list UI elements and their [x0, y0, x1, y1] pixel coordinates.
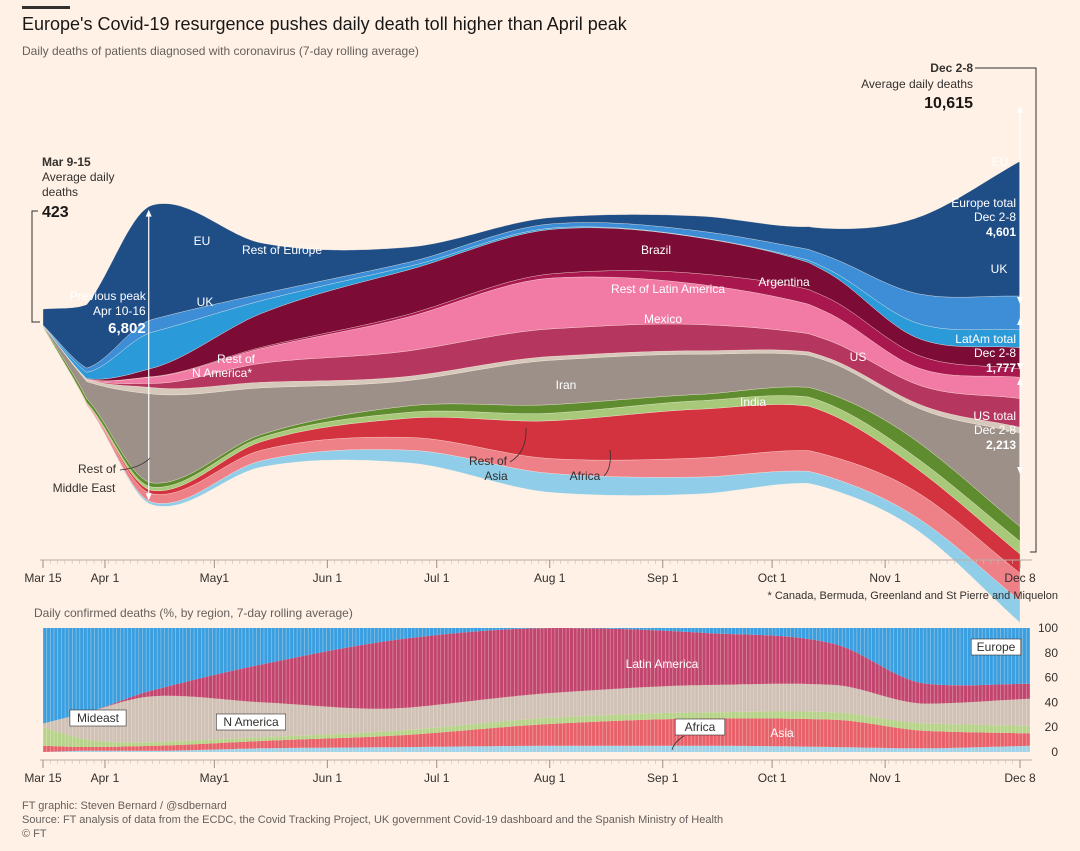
label-us: US [850, 350, 867, 364]
share-band-africa [43, 745, 1030, 752]
label-mideast-box [69, 709, 127, 727]
x-tick-label: Aug 1 [534, 571, 566, 585]
label-eu: EU [992, 155, 1009, 169]
share-band-latin-america [43, 628, 1030, 724]
x-tick-label: Mar 15 [24, 571, 62, 585]
x-tick-label: May1 [200, 571, 230, 585]
label-africa-share: Africa [685, 720, 716, 734]
label-africa: Africa [570, 469, 601, 483]
x-tick-label: Nov 1 [869, 771, 901, 785]
label-rest-asia: Asia [484, 469, 508, 483]
bottom-chart-title: Daily confirmed deaths (%, by region, 7-… [34, 606, 353, 620]
europe-total-label: Dec 2-8 [974, 210, 1016, 224]
x-tick-label: Dec 8 [1004, 571, 1036, 585]
x-tick-label: Jul 1 [424, 771, 450, 785]
bottom-x-axis [40, 759, 1032, 768]
label-rest-asia: Rest of [469, 454, 508, 468]
us-total-label: Dec 2-8 [974, 423, 1016, 437]
x-tick-label: Oct 1 [758, 571, 787, 585]
share-band-asia [43, 718, 1030, 752]
europe-total-label: Europe total [951, 196, 1016, 210]
y-tick-label: 20 [1045, 720, 1059, 734]
x-tick-label: Dec 8 [1004, 771, 1036, 785]
y-tick-label: 80 [1045, 646, 1059, 660]
us-total-label: US total [973, 409, 1016, 423]
label-mexico: Mexico [644, 312, 682, 326]
label-uk: UK [991, 262, 1008, 276]
x-tick-label: Aug 1 [534, 771, 566, 785]
x-tick-label: May1 [200, 771, 230, 785]
latam-total-label: LatAm total [955, 332, 1016, 346]
annotation-dec-label: Average daily deaths [861, 77, 973, 91]
chart-subtitle: Daily deaths of patients diagnosed with … [22, 44, 419, 58]
annotation-mar-label: Average daily [42, 170, 115, 184]
y-tick-label: 0 [1051, 745, 1058, 759]
label-mideast: Mideast [77, 711, 120, 725]
x-tick-label: Oct 1 [758, 771, 787, 785]
x-tick-label: Sep 1 [647, 771, 679, 785]
label-rest-na: Rest of [217, 352, 256, 366]
share-band-europe [43, 628, 1030, 724]
latam-total-label: Dec 2-8 [974, 346, 1016, 360]
x-tick-label: Nov 1 [869, 571, 901, 585]
y-tick-label: 100 [1038, 621, 1058, 635]
label-latam: Latin America [626, 657, 699, 671]
latam-total-value: 1,777 [986, 361, 1016, 375]
share-day-stripes [42, 628, 1031, 752]
x-tick-label: Jul 1 [424, 571, 450, 585]
annotation-peak-value: 6,802 [108, 320, 146, 337]
share-band-n-america [43, 683, 1030, 743]
label-rest-of-europe: Rest of Europe [242, 243, 322, 257]
top-x-axis [40, 559, 1032, 568]
footer-brand: © FT [22, 828, 47, 840]
label-rest-na: N America* [192, 366, 252, 380]
footer-source: Source: FT analysis of data from the ECD… [22, 814, 724, 826]
label-india: India [740, 395, 766, 409]
annotation-dec-value: 10,615 [924, 95, 973, 112]
label-n-america: N America [223, 715, 279, 729]
label-iran: Iran [556, 378, 577, 392]
us-total-value: 2,213 [986, 438, 1016, 452]
label-europe: Europe [977, 640, 1016, 654]
footer-credit: FT graphic: Steven Bernard / @sdbernard [22, 800, 227, 812]
annotation-mar-label: deaths [42, 185, 78, 199]
x-tick-label: Apr 1 [91, 771, 120, 785]
europe-total-value: 4,601 [986, 225, 1016, 239]
footnote: * Canada, Bermuda, Greenland and St Pier… [767, 590, 1058, 602]
chart-title: Europe's Covid-19 resurgence pushes dail… [22, 14, 627, 34]
label-rest-middle-east: Middle East [53, 481, 116, 495]
x-tick-label: Jun 1 [313, 771, 343, 785]
label-europe-box [970, 638, 1022, 656]
share-band-mideast [43, 711, 1030, 747]
label-argentina: Argentina [758, 275, 810, 289]
label-brazil: Brazil [641, 243, 671, 257]
y-tick-label: 60 [1045, 671, 1059, 685]
top-rule [22, 6, 70, 9]
label-uk: UK [197, 295, 214, 309]
label-rest-middle-east: Rest of [78, 462, 117, 476]
y-tick-label: 40 [1045, 695, 1059, 709]
x-tick-label: Apr 1 [91, 571, 120, 585]
x-tick-label: Mar 15 [24, 771, 62, 785]
x-tick-label: Jun 1 [313, 571, 343, 585]
label-africa-share-box [674, 718, 726, 736]
label-asia: Asia [770, 726, 794, 740]
annotation-peak-label: Previous peak [70, 289, 147, 303]
annotation-mar-value: 423 [42, 204, 69, 221]
share-chart [42, 628, 1031, 752]
stream-chart [42, 160, 1021, 624]
label-eu: EU [194, 234, 211, 248]
annotation-peak-label: Apr 10-16 [93, 304, 146, 318]
label-n-america-box [216, 713, 287, 731]
label-rest-latam: Rest of Latin America [611, 282, 725, 296]
annotation-dec-date: Dec 2-8 [930, 61, 973, 75]
annotation-mar-date: Mar 9-15 [42, 155, 91, 169]
x-tick-label: Sep 1 [647, 571, 679, 585]
